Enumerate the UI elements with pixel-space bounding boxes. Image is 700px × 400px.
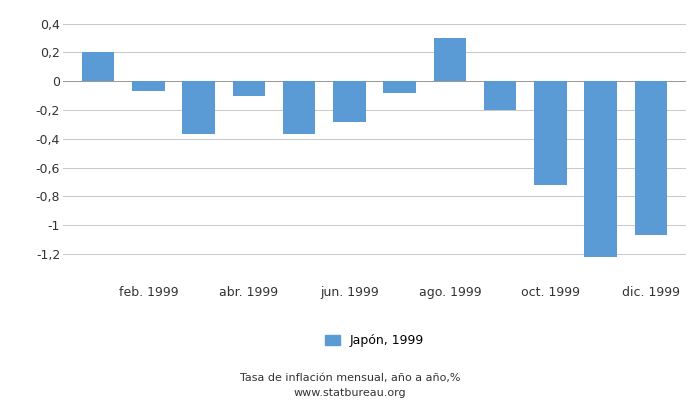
Bar <box>634 81 667 235</box>
Bar <box>384 81 416 93</box>
Bar <box>232 81 265 96</box>
Bar <box>333 81 365 122</box>
Bar <box>433 38 466 81</box>
Bar <box>82 52 115 81</box>
Bar <box>283 81 316 134</box>
Legend: Japón, 1999: Japón, 1999 <box>325 334 424 348</box>
Text: Tasa de inflación mensual, año a año,%: Tasa de inflación mensual, año a año,% <box>239 373 461 383</box>
Bar <box>534 81 567 185</box>
Bar <box>182 81 215 134</box>
Bar <box>484 81 517 110</box>
Bar <box>584 81 617 257</box>
Text: www.statbureau.org: www.statbureau.org <box>294 388 406 398</box>
Bar <box>132 81 164 91</box>
